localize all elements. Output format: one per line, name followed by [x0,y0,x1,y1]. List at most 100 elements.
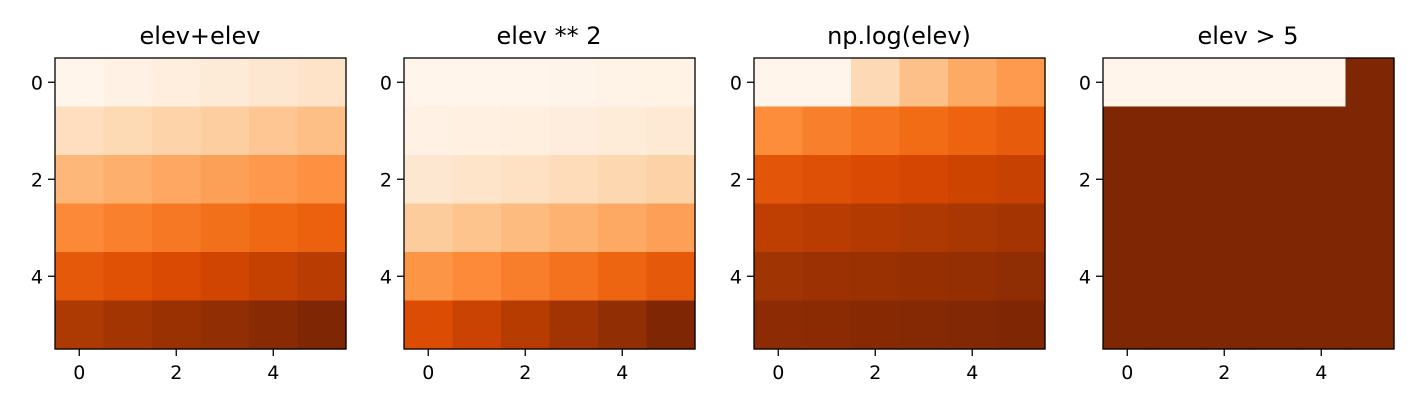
heatmap-cell [103,252,153,302]
axes-frame [753,57,1046,350]
heatmap-cells [1103,58,1395,350]
heatmap-cell [851,252,901,302]
heatmap-cells [404,58,696,350]
heatmap-cell [1200,203,1250,253]
heatmap-cell [152,155,202,205]
axes-frame [54,57,347,350]
plot-title: elev+elev [140,22,261,50]
heatmap-cell [549,155,599,205]
subplot-elev-plus-elev: elev+elev 0 2 4 0 2 4 [31,22,347,384]
x-tick-label: 0 [1121,362,1133,384]
plot-title: elev > 5 [1197,22,1298,50]
heatmap-cell [297,252,347,302]
x-tick-label: 0 [772,362,784,384]
heatmap-cell [1345,106,1395,156]
axes-frame [1102,57,1395,350]
heatmap-cell [646,252,696,302]
heatmap-cell [851,300,901,350]
heatmap-cell [404,300,454,350]
heatmap-cell [646,155,696,205]
heatmap-cell [754,155,804,205]
heatmap-cell [55,300,105,350]
heatmap-cell [802,300,852,350]
heatmap-cell [802,155,852,205]
y-tick-label: 4 [31,266,43,288]
heatmap-cell [1248,300,1298,350]
plot-title: np.log(elev) [827,22,971,50]
heatmap-cell [1200,300,1250,350]
heatmap-cell [1297,300,1347,350]
heatmap-cell [598,252,648,302]
heatmap-cell [754,252,804,302]
heatmap-cell [996,252,1046,302]
heatmap-cell [899,155,949,205]
axis-ticks: 0 2 4 0 2 4 [31,72,279,384]
heatmap-cell [103,58,153,108]
heatmap-cell [948,58,998,108]
heatmap-cell [1345,300,1395,350]
heatmap-cell [1103,300,1153,350]
heatmap-cell [1248,106,1298,156]
y-tick-label: 2 [1079,169,1091,191]
heatmap-cell [802,106,852,156]
heatmap-cell [1151,106,1201,156]
heatmap-cell [200,203,250,253]
heatmap-cell [404,106,454,156]
y-tick-label: 2 [380,169,392,191]
heatmap-cell [598,155,648,205]
axes-frame [403,57,696,350]
heatmap-cell [152,252,202,302]
heatmap-cell [452,300,502,350]
heatmap-cell [1151,252,1201,302]
heatmap-cell [948,252,998,302]
heatmap-cell [404,252,454,302]
heatmap-cell [549,58,599,108]
heatmap-cell [948,203,998,253]
heatmap-cell [55,203,105,253]
heatmap-cell [1345,203,1395,253]
heatmap-cell [249,203,299,253]
heatmap-cell [996,58,1046,108]
heatmap-cell [1200,58,1250,108]
heatmap-cell [452,252,502,302]
y-tick-label: 0 [31,72,43,94]
heatmap-cell [297,106,347,156]
heatmap-cell [297,203,347,253]
heatmap-cell [1297,203,1347,253]
heatmap-cell [249,155,299,205]
heatmap-cell [249,58,299,108]
y-tick-label: 2 [31,169,43,191]
heatmap-cell [646,58,696,108]
heatmap-cell [899,106,949,156]
y-tick-label: 0 [730,72,742,94]
heatmap-cell [1103,155,1153,205]
subplot-elev-squared: elev ** 2 0 2 4 0 2 4 [380,22,696,384]
heatmap-cell [754,300,804,350]
heatmap-cell [404,155,454,205]
plot-title: elev ** 2 [497,22,602,50]
heatmap-cell [598,300,648,350]
heatmap-cell [1297,58,1347,108]
x-tick-label: 4 [1315,362,1327,384]
heatmap-cell [996,300,1046,350]
heatmap-cell [549,252,599,302]
heatmap-cell [1103,203,1153,253]
heatmap-cell [55,106,105,156]
heatmap-cell [297,58,347,108]
x-tick-label: 0 [73,362,85,384]
heatmap-cell [1151,58,1201,108]
heatmap-cell [1151,155,1201,205]
heatmap-cell [249,300,299,350]
heatmap-cell [549,203,599,253]
heatmap-cell [1248,252,1298,302]
heatmap-cell [152,106,202,156]
heatmap-cell [1248,203,1298,253]
heatmap-cell [851,58,901,108]
heatmap-cell [899,252,949,302]
heatmap-cell [646,300,696,350]
heatmap-cell [851,155,901,205]
heatmap-cell [200,155,250,205]
heatmap-cells [55,58,347,350]
heatmap-cell [802,58,852,108]
